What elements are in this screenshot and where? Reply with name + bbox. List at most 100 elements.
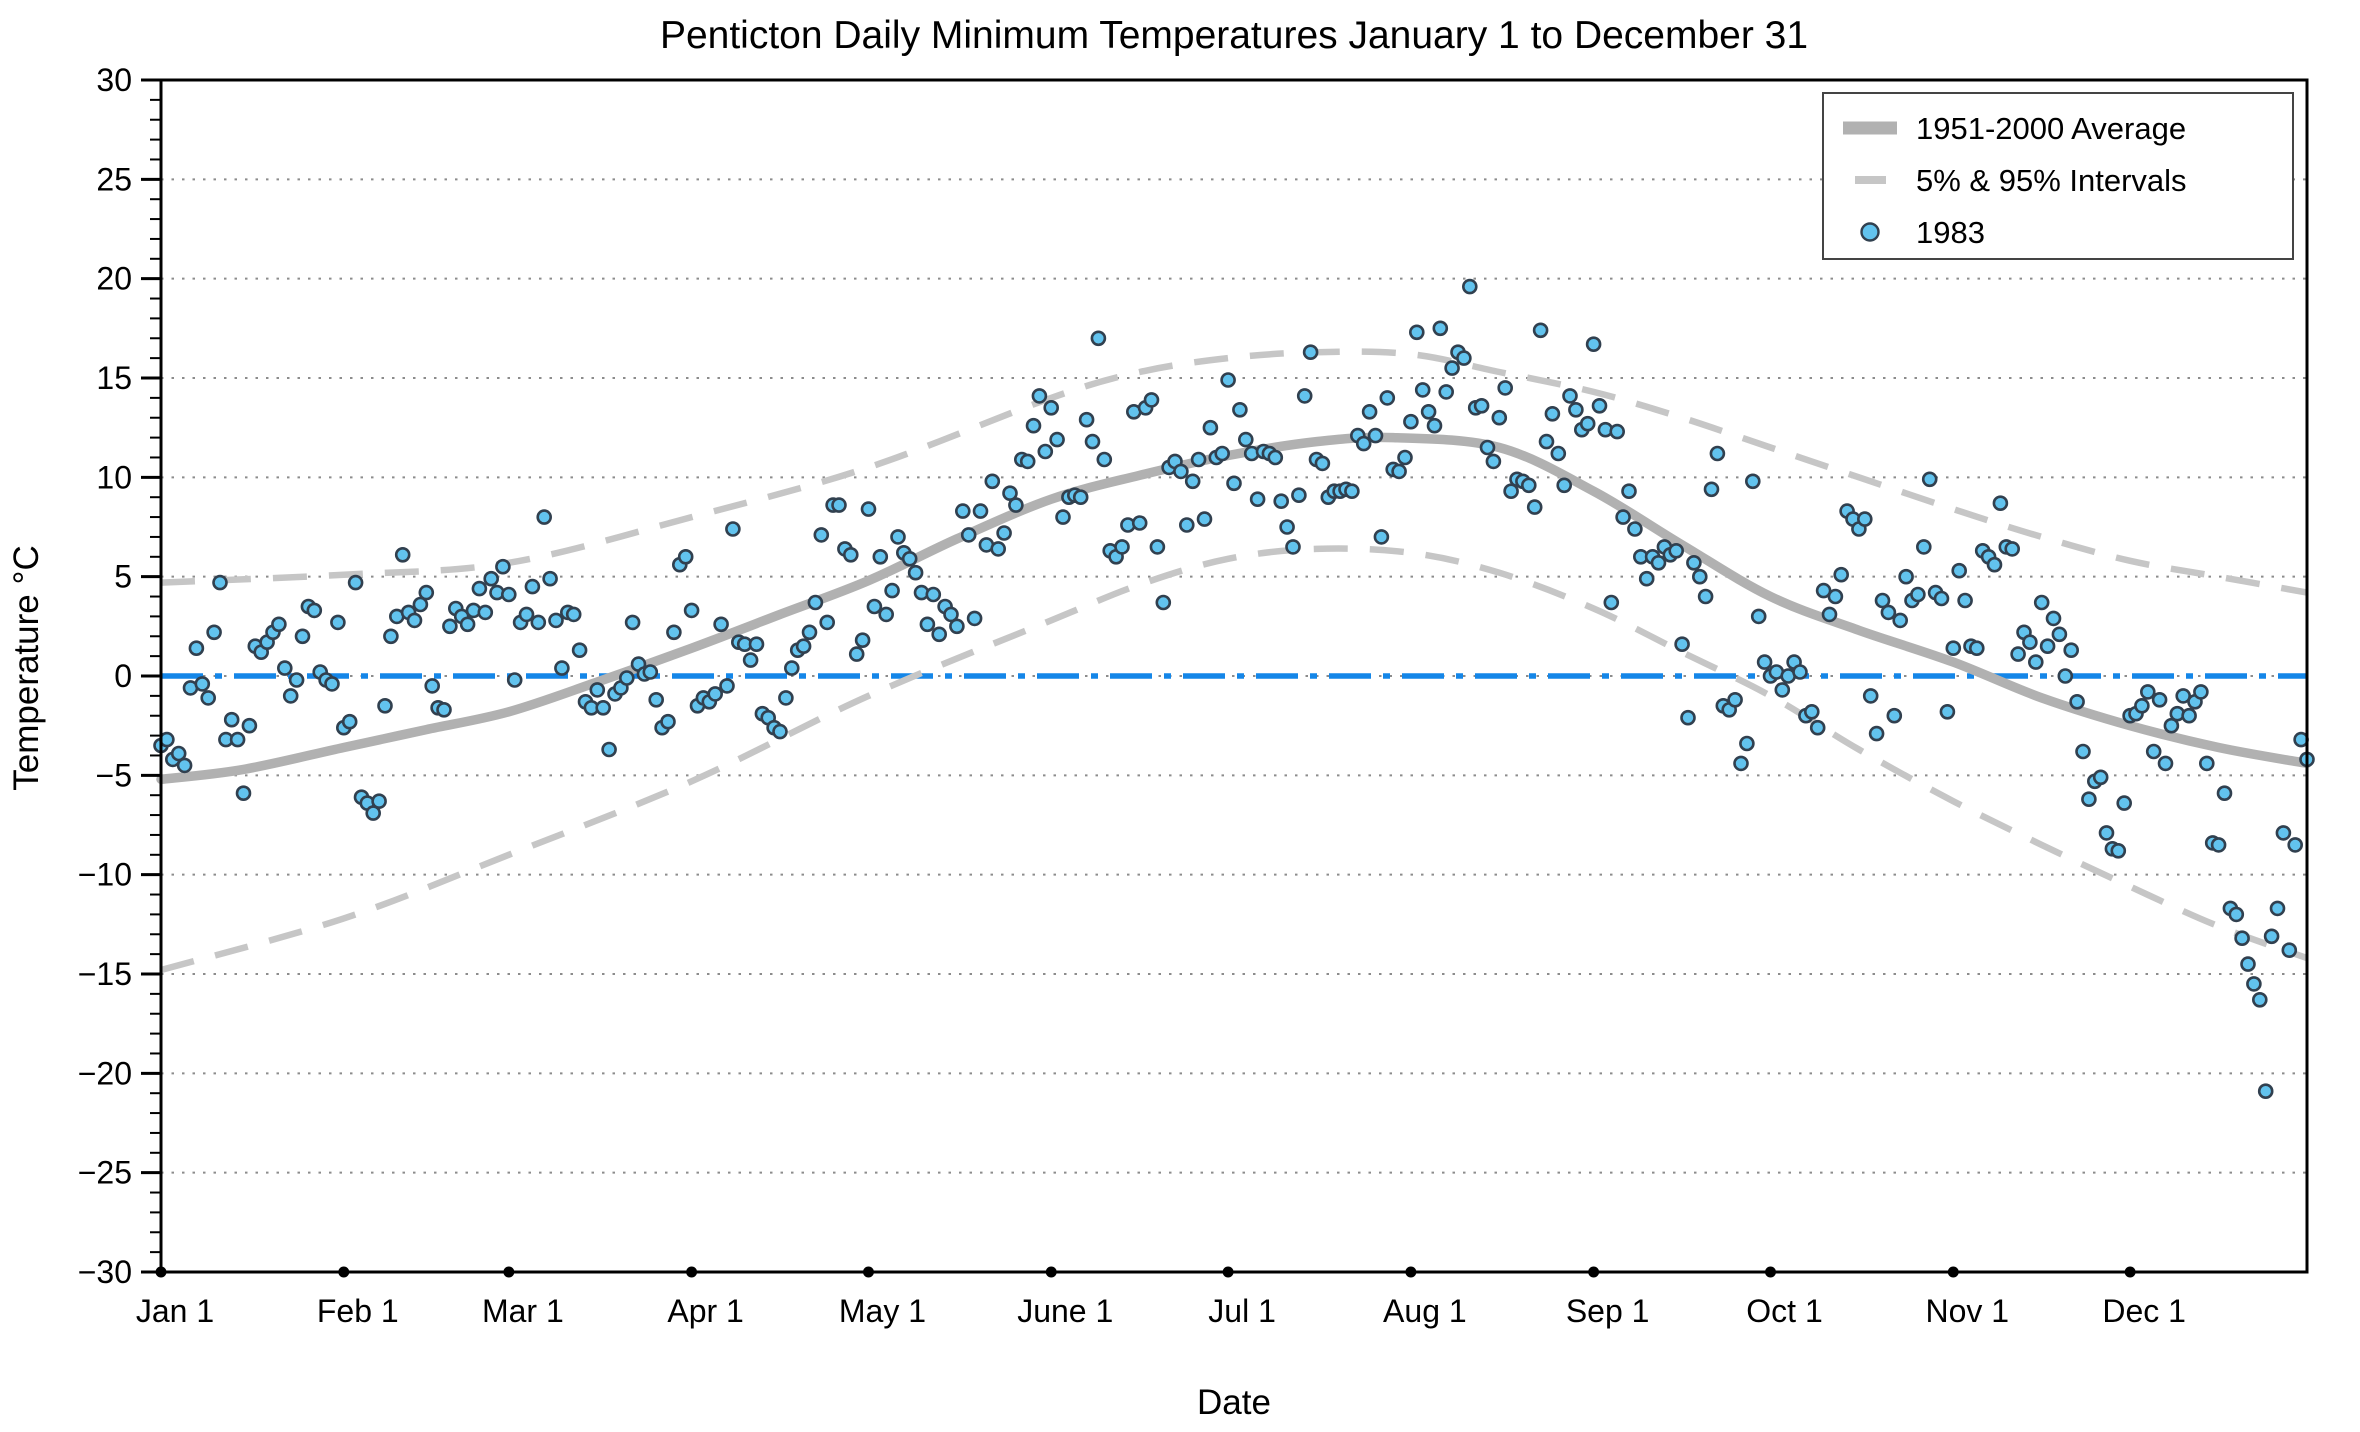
data-point-1983 <box>383 628 399 645</box>
x-tick-label: Oct 1 <box>1746 1293 1822 1329</box>
data-point-1983 <box>1621 483 1637 500</box>
x-tick-label: Jul 1 <box>1208 1293 1276 1329</box>
chart-title: Penticton Daily Minimum Temperatures Jan… <box>660 14 1808 57</box>
data-point-1983 <box>2116 795 2132 811</box>
data-point-1983 <box>477 604 494 621</box>
data-point-1983 <box>306 602 323 619</box>
data-point-1983 <box>1809 719 1826 736</box>
data-point-1983 <box>1131 515 1148 531</box>
data-point-1983 <box>2199 755 2215 772</box>
data-point-1983 <box>471 580 488 597</box>
data-point-1983 <box>1149 539 1166 555</box>
data-point-1983 <box>1214 445 1230 462</box>
legend-average-label: 1951-2000 Average <box>1916 111 2186 146</box>
data-point-1983 <box>943 606 959 623</box>
y-tick-label: 10 <box>96 459 132 495</box>
data-point-1983 <box>1585 336 1602 353</box>
data-point-1983 <box>1821 606 1838 623</box>
data-point-1983 <box>931 626 948 643</box>
data-point-1983 <box>1526 499 1543 515</box>
data-point-1983 <box>2281 942 2298 959</box>
data-point-1983 <box>2263 928 2280 945</box>
data-point-1983 <box>483 570 500 587</box>
data-point-1983 <box>565 606 582 623</box>
data-point-1983 <box>1745 473 1761 490</box>
data-point-1983 <box>1568 401 1584 418</box>
data-point-1983 <box>660 713 676 730</box>
data-point-1983 <box>919 616 936 633</box>
data-point-1983 <box>2028 654 2044 670</box>
data-point-1983 <box>341 713 358 730</box>
data-point-1983 <box>436 701 452 718</box>
data-point-1983 <box>1733 755 1749 772</box>
data-point-1983 <box>1792 664 1808 680</box>
data-point-1983 <box>1414 382 1431 398</box>
data-point-1983 <box>1344 483 1360 500</box>
data-point-1983 <box>2210 837 2227 853</box>
data-point-1983 <box>1579 415 1596 432</box>
data-point-1983 <box>2081 791 2097 808</box>
data-point-1983 <box>554 660 570 676</box>
data-point-1983 <box>1291 487 1307 504</box>
data-point-1983 <box>188 640 205 657</box>
data-point-1983 <box>1680 709 1696 726</box>
data-point-1983 <box>2275 825 2292 841</box>
data-point-1983 <box>1438 384 1454 400</box>
data-point-1983 <box>1391 463 1407 480</box>
data-point-1983 <box>1279 519 1295 535</box>
data-point-1983 <box>1827 588 1844 605</box>
data-point-1983 <box>530 614 547 631</box>
data-point-1983 <box>1084 433 1101 450</box>
x-tick-label: May 1 <box>839 1293 926 1329</box>
data-point-1983 <box>1426 417 1443 434</box>
data-point-1983 <box>984 473 1001 490</box>
x-tick-label: Aug 1 <box>1383 1293 1467 1329</box>
data-point-1983 <box>1503 483 1519 500</box>
data-point-1983 <box>235 785 252 802</box>
data-point-1983 <box>1226 475 1242 492</box>
data-point-1983 <box>2092 769 2109 786</box>
data-point-1983 <box>1627 521 1643 537</box>
data-point-1983 <box>1462 278 1478 295</box>
data-point-1983 <box>854 632 871 649</box>
data-point-1983 <box>1609 423 1625 440</box>
scatter-points-1983 <box>153 278 2315 1099</box>
data-point-1983 <box>1709 445 1726 462</box>
data-point-1983 <box>1190 451 1207 468</box>
data-point-1983 <box>1031 388 1048 404</box>
data-point-1983 <box>1202 419 1219 436</box>
data-point-1983 <box>1373 529 1390 545</box>
data-point-1983 <box>719 678 735 694</box>
data-point-1983 <box>2057 668 2074 684</box>
data-point-1983 <box>571 642 588 659</box>
data-point-1983 <box>2140 684 2156 700</box>
data-point-1983 <box>1043 399 1059 416</box>
data-point-1983 <box>1939 703 1956 720</box>
data-point-1983 <box>1756 654 1773 670</box>
data-point-1983 <box>1868 725 1885 742</box>
data-point-1983 <box>294 628 311 645</box>
data-point-1983 <box>2157 755 2174 772</box>
data-point-1983 <box>1179 517 1195 533</box>
data-point-1983 <box>1591 397 1608 414</box>
data-point-1983 <box>200 690 216 706</box>
data-point-1983 <box>1296 388 1313 404</box>
data-point-1983 <box>1921 471 1938 488</box>
data-point-1983 <box>996 525 1012 541</box>
x-tick-label: June 1 <box>1017 1293 1113 1329</box>
data-point-1983 <box>542 570 558 587</box>
data-point-1983 <box>1615 509 1631 525</box>
data-point-1983 <box>772 723 788 740</box>
legend-1983-label: 1983 <box>1916 215 1985 250</box>
data-point-1983 <box>2181 707 2197 724</box>
data-point-1983 <box>2193 684 2209 700</box>
data-point-1983 <box>1409 324 1425 341</box>
data-point-1983 <box>1544 405 1561 422</box>
data-point-1983 <box>2252 991 2268 1008</box>
data-point-1983 <box>2063 642 2079 659</box>
data-point-1983 <box>1220 372 1236 388</box>
data-point-1983 <box>1008 497 1024 513</box>
data-point-1983 <box>1096 451 1113 468</box>
data-point-1983 <box>1739 735 1755 752</box>
